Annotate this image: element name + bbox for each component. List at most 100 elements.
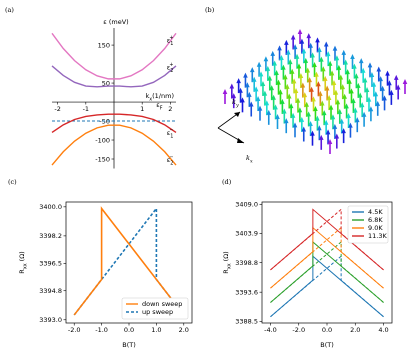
spin-arrow-head: [355, 82, 361, 88]
line-label-part: +: [169, 62, 173, 68]
spin-arrow-head: [327, 60, 333, 66]
spin-arrow-head: [269, 85, 275, 91]
series-line: [51, 124, 177, 166]
y-tick-label: 3403.9: [235, 230, 258, 238]
series-line: [73, 206, 185, 316]
spin-arrow-head: [354, 73, 359, 79]
x-tick-label: 1.0: [151, 326, 161, 334]
y-axis-label-part: (Ω): [222, 251, 230, 263]
spin-arrow-head: [301, 48, 307, 54]
spin-arrow-head: [387, 80, 392, 86]
spin-arrow-head: [275, 114, 280, 119]
spin-arrow-head: [323, 41, 329, 47]
line-label-part: ε: [167, 129, 171, 137]
y-axis-label: Rxx (Ω): [222, 251, 233, 273]
spin-arrow-head: [351, 97, 356, 103]
line-label: ε2+: [167, 62, 174, 74]
x-axis-label: kx(1/nm): [145, 92, 174, 103]
spin-arrow-head: [273, 104, 278, 110]
spin-arrow-head: [295, 97, 301, 103]
series-line-up: [270, 240, 384, 303]
spin-arrow-head: [306, 111, 311, 117]
spin-arrow-head: [257, 105, 263, 111]
spin-arrow-head: [271, 94, 276, 100]
spin-arrow-head: [342, 93, 347, 99]
spin-arrow-head: [349, 88, 354, 94]
spin-arrow-head: [294, 53, 300, 59]
spin-arrow-head: [341, 128, 346, 134]
spin-arrow-head: [310, 130, 315, 136]
spin-arrow-head: [305, 67, 311, 73]
spin-arrow-head: [297, 107, 303, 113]
legend-label: 6.8K: [368, 216, 383, 224]
spin-arrow-head: [256, 61, 262, 67]
spin-arrow-head: [286, 93, 292, 99]
line-label-part: ε: [167, 37, 171, 45]
legend-label: 4.5K: [368, 208, 383, 216]
line-label-part: ε: [167, 63, 171, 71]
spin-arrow-head: [357, 92, 363, 98]
spin-arrow-head: [249, 67, 255, 73]
spin-arrow-head: [325, 51, 331, 57]
spin-arrow-head: [378, 76, 383, 82]
legend-label: 11.3K: [368, 232, 387, 240]
spin-arrow-head: [278, 89, 283, 95]
spin-arrow-head: [382, 95, 387, 101]
spin-arrow-head: [326, 95, 332, 101]
spin-arrow-head: [315, 37, 320, 43]
spin-arrow-head: [308, 42, 313, 48]
spin-arrow-head: [253, 86, 259, 92]
spin-arrow-head: [290, 34, 296, 40]
y-tick-label: 3398.2: [39, 232, 62, 240]
spin-arrow-head: [344, 103, 349, 109]
spin-arrow-head: [340, 84, 346, 90]
spin-arrow-head: [353, 107, 358, 113]
spin-arrow-head: [376, 66, 382, 72]
spin-arrow-head: [364, 87, 370, 93]
spin-arrow-head: [332, 123, 338, 129]
spin-arrow-head: [402, 79, 408, 84]
line-label: ε1−: [167, 127, 174, 139]
y-tick-label: 3393.0: [39, 316, 62, 324]
spin-arrow-head: [332, 45, 338, 51]
k-axis-label: ky: [232, 98, 239, 109]
spin-arrow-head: [300, 82, 306, 88]
spin-arrow-head: [337, 108, 343, 114]
line-label-part: −: [169, 154, 173, 160]
spin-arrow-head: [303, 57, 309, 63]
k-axis-head: [234, 112, 240, 117]
spin-arrow-head: [360, 67, 366, 73]
series-line: [51, 65, 177, 88]
x-tick-label: -1.0: [95, 326, 108, 334]
x-tick-label: 0.0: [322, 326, 332, 334]
spin-arrow-head: [338, 74, 344, 80]
spin-arrow-head: [328, 104, 334, 110]
spin-arrow-head: [359, 102, 365, 108]
spin-arrow-head: [352, 63, 357, 69]
spin-arrow-head: [265, 65, 271, 71]
k-axis-label: kx: [246, 154, 253, 165]
spin-arrow-head: [346, 113, 351, 119]
y-axis-label-part: xx: [227, 263, 233, 269]
spin-arrow-head: [231, 93, 237, 99]
spin-arrow-head: [222, 89, 228, 94]
spin-arrow-head: [290, 112, 296, 118]
legend-label: up sweep: [142, 308, 173, 316]
spin-arrow-head: [264, 100, 270, 106]
spin-arrow-head: [282, 108, 287, 114]
spin-arrow-head: [272, 60, 277, 66]
spin-arrow-head: [317, 125, 322, 131]
spin-arrow-head: [321, 110, 327, 116]
spin-arrow-head: [325, 129, 331, 135]
spin-arrow-head: [393, 74, 399, 80]
spin-arrow-head: [395, 84, 401, 90]
spin-arrow-head: [263, 56, 269, 62]
x-axis-label-part: x: [149, 97, 152, 103]
spin-arrow-head: [285, 49, 291, 55]
spin-arrow-head: [389, 89, 394, 95]
spin-arrow-head: [333, 89, 339, 95]
spin-arrow-head: [308, 121, 313, 127]
x-tick-label: 0.0: [124, 326, 134, 334]
series-line-up: [270, 255, 384, 318]
